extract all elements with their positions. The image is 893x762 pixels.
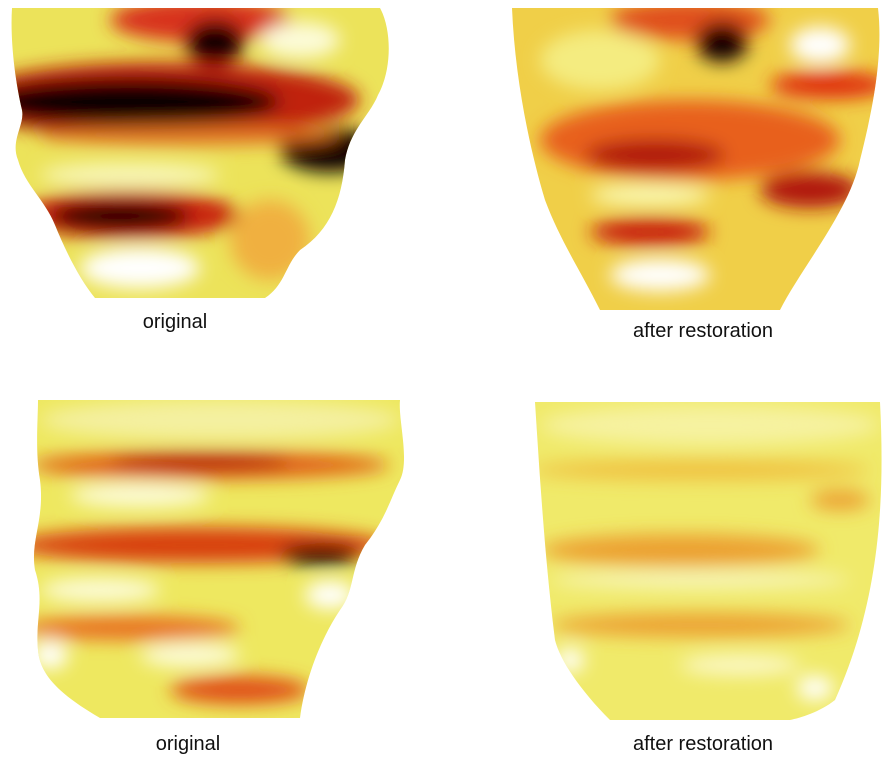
caption: original: [156, 733, 220, 755]
heatmap-original-bottom: [10, 390, 420, 730]
caption: original: [143, 311, 207, 333]
heatmap-restored-top: [500, 0, 893, 320]
heatmap-original-top: [0, 0, 400, 310]
caption: after restoration: [633, 733, 773, 755]
caption: after restoration: [633, 320, 773, 342]
figure: original after restoration: [0, 0, 893, 762]
heatmap-restored-bottom: [520, 390, 893, 730]
